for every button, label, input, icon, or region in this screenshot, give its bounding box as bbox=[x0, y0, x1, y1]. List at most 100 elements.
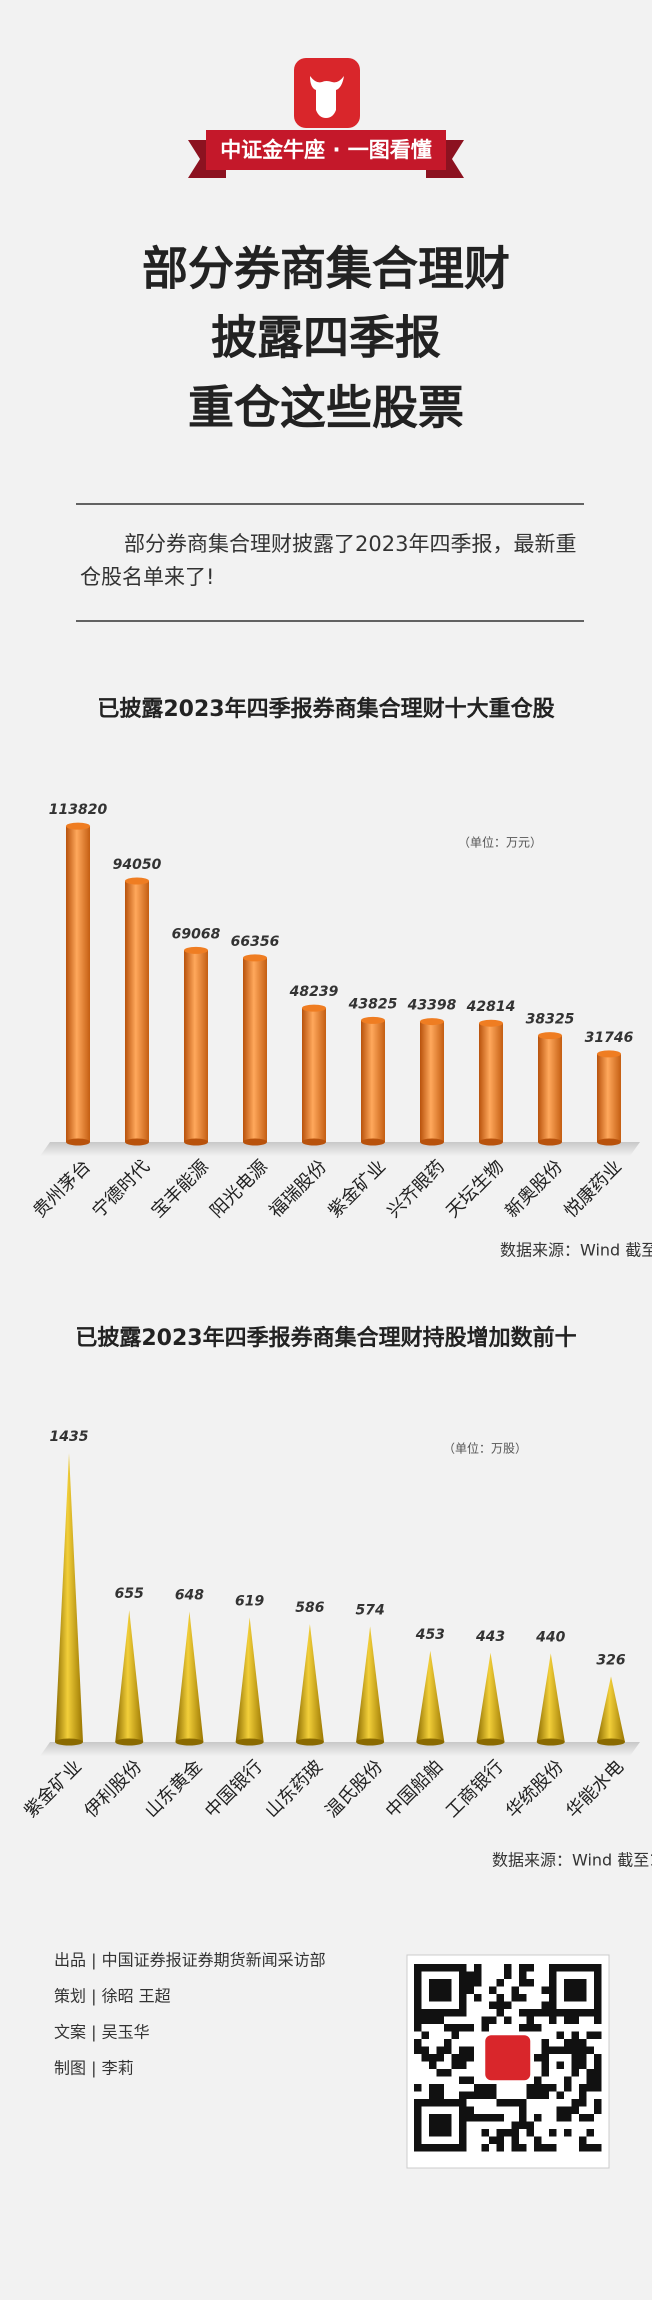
qr-module bbox=[594, 2016, 602, 2024]
cone bbox=[597, 1676, 625, 1742]
qr-module bbox=[586, 2076, 594, 2084]
qr-module bbox=[526, 2024, 534, 2032]
qr-module bbox=[571, 2046, 579, 2054]
qr-module bbox=[504, 1971, 512, 1979]
qr-module bbox=[459, 1971, 467, 1979]
qr-module bbox=[496, 2114, 504, 2122]
bar bbox=[361, 1020, 385, 1142]
cone bbox=[235, 1617, 264, 1742]
title-line: 部分券商集合理财 bbox=[142, 242, 510, 296]
qr-module bbox=[489, 2091, 497, 2099]
qr-module bbox=[549, 2046, 557, 2054]
bar-bottom bbox=[538, 1138, 562, 1146]
qr-module bbox=[571, 2016, 579, 2024]
qr-module bbox=[474, 2084, 482, 2092]
qr-module bbox=[511, 2144, 519, 2152]
unit-note: （单位：万股） bbox=[443, 1441, 527, 1456]
bar bbox=[66, 826, 90, 1142]
qr-module bbox=[481, 2129, 489, 2137]
qr-module bbox=[511, 1986, 519, 1994]
qr-module bbox=[466, 2046, 474, 2054]
qr-module bbox=[564, 2076, 572, 2084]
value-label: 574 bbox=[355, 1602, 384, 1618]
qr-module bbox=[579, 1979, 587, 1987]
qr-module bbox=[534, 2136, 542, 2144]
title-line: 重仓这些股票 bbox=[188, 381, 464, 435]
credit: 制图 | 李莉 bbox=[54, 2059, 134, 2078]
qr-module bbox=[459, 2099, 467, 2107]
qr-module bbox=[481, 2144, 489, 2152]
cone-base bbox=[536, 1738, 565, 1746]
qr-module bbox=[436, 2121, 444, 2129]
qr-module bbox=[459, 2076, 467, 2084]
qr-module bbox=[541, 2084, 549, 2092]
qr-module bbox=[429, 1986, 437, 1994]
qr-module bbox=[526, 1979, 534, 1987]
value-label: 69068 bbox=[172, 926, 221, 942]
bar-bottom bbox=[243, 1138, 267, 1146]
qr-module bbox=[451, 2009, 459, 2017]
qr-module bbox=[444, 2009, 452, 2017]
qr-module bbox=[571, 2054, 579, 2062]
bar bbox=[243, 957, 267, 1142]
qr-module bbox=[579, 2061, 587, 2069]
qr-module bbox=[421, 2009, 429, 2017]
qr-module bbox=[459, 2046, 467, 2054]
qr-module bbox=[511, 2121, 519, 2129]
qr-module bbox=[571, 1979, 579, 1987]
qr-module bbox=[444, 2039, 452, 2047]
qr-module bbox=[511, 1994, 519, 2002]
qr-module bbox=[459, 2136, 467, 2144]
qr-module bbox=[541, 2001, 549, 2009]
value-label: 113820 bbox=[49, 802, 108, 818]
qr-module bbox=[534, 2076, 542, 2084]
qr-module bbox=[429, 1994, 437, 2002]
qr-module bbox=[459, 2061, 467, 2069]
qr-module bbox=[594, 1986, 602, 1994]
qr-module bbox=[541, 2091, 549, 2099]
qr-module bbox=[481, 2024, 489, 2032]
category-label: 新奥股份 bbox=[501, 1156, 567, 1222]
qr-module bbox=[534, 2091, 542, 2099]
cone bbox=[115, 1610, 144, 1742]
value-label: 42814 bbox=[466, 999, 516, 1015]
qr-module bbox=[481, 2016, 489, 2024]
qr-module bbox=[429, 2121, 437, 2129]
cone bbox=[175, 1611, 204, 1742]
qr-module bbox=[549, 1964, 557, 1972]
qr-module bbox=[414, 2039, 422, 2047]
qr-module bbox=[459, 1994, 467, 2002]
qr-module bbox=[586, 1964, 594, 1972]
category-label: 华能水电 bbox=[562, 1756, 628, 1822]
logo-bull bbox=[310, 76, 344, 118]
qr-module bbox=[564, 2129, 572, 2137]
category-label: 伊利股份 bbox=[81, 1756, 147, 1822]
qr-module bbox=[571, 2039, 579, 2047]
qr-module bbox=[414, 2114, 422, 2122]
qr-module bbox=[571, 2099, 579, 2107]
qr-module bbox=[459, 2091, 467, 2099]
qr-module bbox=[436, 2091, 444, 2099]
qr-module bbox=[496, 2144, 504, 2152]
category-label: 山东药玻 bbox=[261, 1756, 327, 1822]
qr-module bbox=[526, 2129, 534, 2137]
qr-module bbox=[504, 2016, 512, 2024]
qr-module bbox=[414, 2106, 422, 2114]
qr-module bbox=[564, 2106, 572, 2114]
qr-module bbox=[579, 2144, 587, 2152]
qr-module bbox=[436, 2009, 444, 2017]
bar-bottom bbox=[479, 1138, 503, 1146]
bar-bottom bbox=[302, 1138, 326, 1146]
qr-module bbox=[534, 2054, 542, 2062]
qr-module bbox=[556, 2009, 564, 2017]
qr-module bbox=[451, 2031, 459, 2039]
bar bbox=[479, 1023, 503, 1142]
qr-module bbox=[534, 2144, 542, 2152]
qr-module bbox=[579, 1994, 587, 2002]
qr-module bbox=[436, 2069, 444, 2077]
qr-module bbox=[459, 1986, 467, 1994]
qr-module bbox=[526, 2084, 534, 2092]
qr-module bbox=[511, 2099, 519, 2107]
qr-module bbox=[414, 1971, 422, 1979]
